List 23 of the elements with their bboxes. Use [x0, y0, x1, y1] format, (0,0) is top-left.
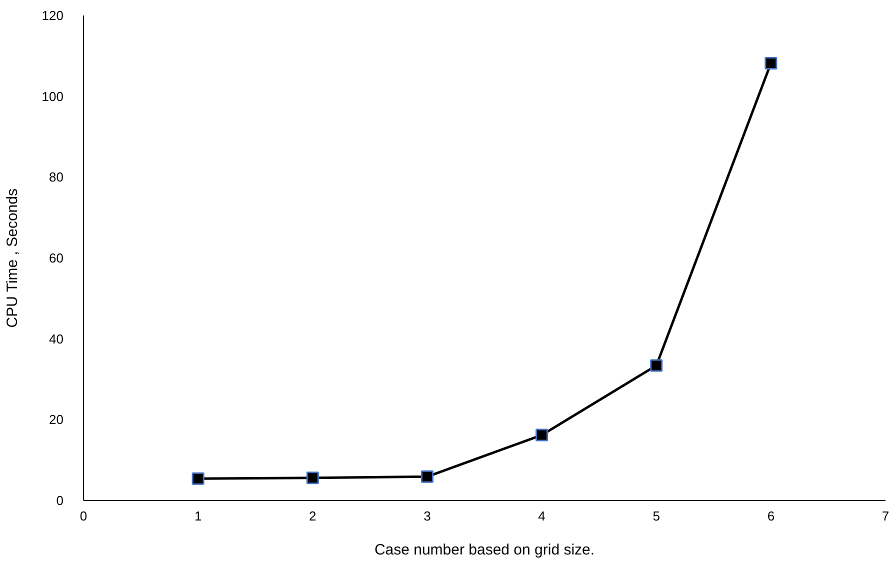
x-tick-label: 3: [424, 508, 431, 524]
point: [650, 359, 663, 372]
x-axis-title: Case number based on grid size.: [374, 542, 595, 558]
point: [192, 472, 204, 485]
point: [306, 472, 319, 484]
y-tick-label: 120: [42, 8, 64, 23]
y-tick-label: 60: [49, 250, 64, 266]
x-tick-label: 6: [767, 508, 775, 524]
point: [420, 470, 434, 483]
x-tick-label: 1: [194, 508, 202, 524]
point: [764, 56, 778, 70]
x-tick-label: 7: [882, 508, 890, 524]
y-tick-label: 20: [49, 412, 64, 428]
y-tick-label: 100: [42, 88, 64, 104]
x-tick-label: 4: [538, 508, 546, 524]
y-axis-title: CPU Time , Seconds: [4, 188, 21, 328]
point: [536, 428, 548, 442]
x-tick-label: 2: [309, 508, 316, 524]
y-tick-label: 0: [56, 493, 64, 508]
x-tick-label: 5: [652, 508, 660, 524]
y-tick-label: 40: [49, 331, 64, 346]
x-tick-label: 0: [80, 508, 88, 524]
y-tick-label: 80: [49, 170, 64, 185]
